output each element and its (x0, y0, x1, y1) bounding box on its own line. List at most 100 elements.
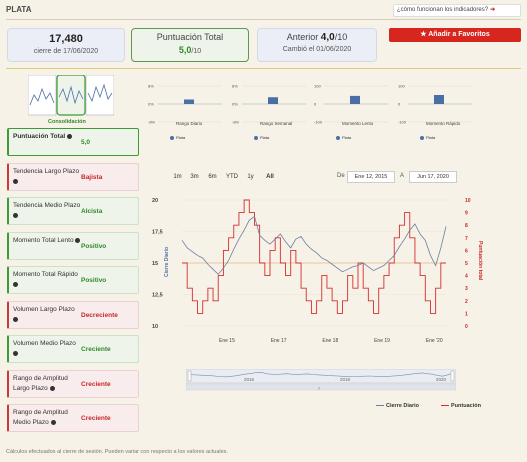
previous-date: Cambió el 01/06/2020 (282, 46, 352, 53)
signal-card[interactable]: Rango de Amplitud Largo Plazo Creciente (7, 369, 139, 398)
y-right-tick: 8 (465, 223, 468, 229)
from-label: De (337, 173, 345, 179)
previous-card: Anterior 4,0/10 Cambió el 01/06/2020 (257, 28, 377, 62)
score-card: Puntuación Total 5,0/10 (131, 28, 249, 62)
info-icon[interactable] (49, 385, 55, 391)
navigator-handle-left (187, 370, 192, 382)
range-button[interactable]: 6m (208, 174, 217, 180)
y-right-tick: 7 (465, 236, 468, 242)
mini-bar[interactable] (434, 95, 444, 104)
y-right-tick: 1 (465, 311, 468, 317)
y-left-tick: 10 (152, 324, 158, 330)
signal-verdict: Alcista (81, 208, 103, 215)
info-icon[interactable] (75, 237, 81, 243)
mini-bar[interactable] (184, 99, 194, 105)
y-left-title: Cierre Diario (164, 247, 170, 277)
mini-bar[interactable] (268, 97, 278, 104)
range-button[interactable]: 3m (190, 174, 199, 180)
mini-legend[interactable]: Plata (420, 135, 435, 140)
mini-ytick: 0 (398, 102, 401, 107)
legend-puntuacion[interactable]: Puntuación (441, 403, 481, 409)
signal-card[interactable]: Puntuación Total 5,0 (7, 128, 139, 156)
consolidation-label: Consolidación (48, 119, 86, 125)
mini-ytick: -8% (232, 120, 240, 125)
mini-ytick: 0 (314, 102, 317, 107)
mini-ytick: -100 (314, 120, 323, 125)
mini-ytick: -100 (398, 120, 407, 125)
close-date: cierre de 17/06/2020 (33, 48, 99, 55)
series-puntuacion-line[interactable] (182, 199, 446, 314)
signal-verdict: 5,0 (81, 139, 91, 146)
signal-verdict: Decreciente (81, 311, 118, 319)
mini-legend[interactable]: Plata (254, 135, 269, 140)
navigator[interactable]: 2016 2018 2020 ⁞⁞ (186, 369, 456, 391)
mini-legend[interactable]: Plata (336, 135, 351, 140)
thumbnail-frame-selected (56, 75, 86, 116)
info-icon[interactable] (13, 178, 18, 184)
signal-name: Tendencia Medio Plazo (13, 201, 81, 221)
mini-caption: Rango Diario (176, 121, 203, 126)
info-icon[interactable] (13, 316, 18, 322)
legend-dot-icon (170, 136, 174, 140)
signal-name: Momento Total Lento (13, 236, 81, 246)
y-right-tick: 9 (465, 211, 468, 217)
legend-dot-icon (254, 136, 258, 140)
signal-verdict: Creciente (81, 380, 111, 388)
signal-card[interactable]: Tendencia Largo Plazo Bajista (7, 162, 139, 191)
signal-card[interactable]: Tendencia Medio Plazo Alcista (7, 197, 139, 225)
signal-name: Momento Total Rápido (13, 270, 81, 290)
signal-card[interactable]: Volumen Largo Plazo Decreciente (7, 300, 139, 329)
range-button[interactable]: 1m (173, 174, 182, 180)
navigator-tick: 2016 (244, 377, 255, 382)
range-button[interactable]: 1y (247, 174, 254, 180)
signal-name: Volumen Medio Plazo (13, 339, 81, 359)
mini-chart: 100 0 -100 (314, 84, 388, 125)
legend-dot-icon (336, 136, 340, 140)
mini-bar[interactable] (350, 95, 360, 104)
legend-cierre[interactable]: Cierre Diario (376, 403, 419, 409)
footnote: Cálculos efectuados al cierre de sesión.… (6, 449, 228, 455)
mini-ytick: 8% (232, 84, 238, 89)
signal-card[interactable]: Volumen Medio Plazo Creciente (7, 335, 139, 363)
from-date-input[interactable]: Ene 12, 2015 (347, 171, 395, 183)
close-value: 17,480 (49, 33, 83, 45)
help-link-label[interactable]: ¿cómo funcionan los indicadores? (397, 7, 489, 13)
legend-dot-icon (420, 136, 424, 140)
mini-ytick: 0% (148, 102, 154, 107)
mini-ytick: 100 (314, 84, 321, 89)
info-icon[interactable] (50, 420, 56, 425)
info-icon[interactable] (13, 213, 18, 218)
y-left-tick: 17,5 (152, 230, 163, 236)
range-button[interactable]: YTD (226, 174, 238, 180)
thumbnail-frame-right (85, 75, 114, 116)
x-tick: Ene 15 (219, 338, 235, 344)
navigator-scrollbar[interactable] (186, 383, 456, 391)
info-icon[interactable] (67, 134, 73, 139)
x-tick: Ene 17 (271, 338, 287, 344)
signal-card[interactable]: Momento Total Lento Positivo (7, 231, 139, 260)
star-icon: ★ (420, 31, 427, 38)
divider (6, 19, 521, 20)
top-bar: PLATA ¿cómo funcionan los indicadores? ➔ (0, 0, 527, 20)
arrow-right-icon[interactable]: ➔ (490, 7, 496, 13)
mini-legend[interactable]: Plata (170, 135, 185, 140)
add-favorites-button[interactable]: ★ Añadir a Favoritos (389, 28, 521, 42)
signal-card[interactable]: Rango de Amplitud Medio Plazo Creciente (7, 404, 139, 432)
help-link[interactable]: ¿cómo funcionan los indicadores? ➔ (393, 4, 521, 17)
score-label: Puntuación Total (156, 32, 224, 42)
thumbnail-frame-left (28, 75, 57, 116)
y-right-tick: 5 (465, 261, 468, 267)
navigator-handle-right (450, 370, 455, 382)
consolidation-thumbnail[interactable] (28, 75, 114, 119)
info-icon[interactable] (13, 282, 18, 287)
range-button[interactable]: All (266, 174, 274, 180)
series-cierre-line[interactable] (181, 215, 447, 275)
to-date-input[interactable]: Jun 17, 2020 (409, 171, 457, 183)
signal-name: Tendencia Largo Plazo (13, 167, 81, 187)
scrollbar-grip-icon: ⁞⁞ (318, 386, 320, 391)
mini-caption: Rango Semanal (260, 121, 293, 126)
signal-card[interactable]: Momento Total Rápido Positivo (7, 266, 139, 294)
y-left-tick: 15 (152, 261, 158, 267)
info-icon[interactable] (13, 351, 18, 356)
